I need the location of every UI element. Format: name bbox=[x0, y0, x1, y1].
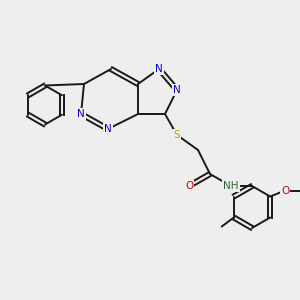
Text: N: N bbox=[173, 85, 181, 95]
Text: NH: NH bbox=[223, 181, 239, 191]
Text: N: N bbox=[77, 109, 85, 119]
Text: O: O bbox=[185, 181, 193, 191]
Text: S: S bbox=[174, 130, 180, 140]
Text: N: N bbox=[104, 124, 112, 134]
Text: N: N bbox=[155, 64, 163, 74]
Text: O: O bbox=[281, 185, 289, 196]
